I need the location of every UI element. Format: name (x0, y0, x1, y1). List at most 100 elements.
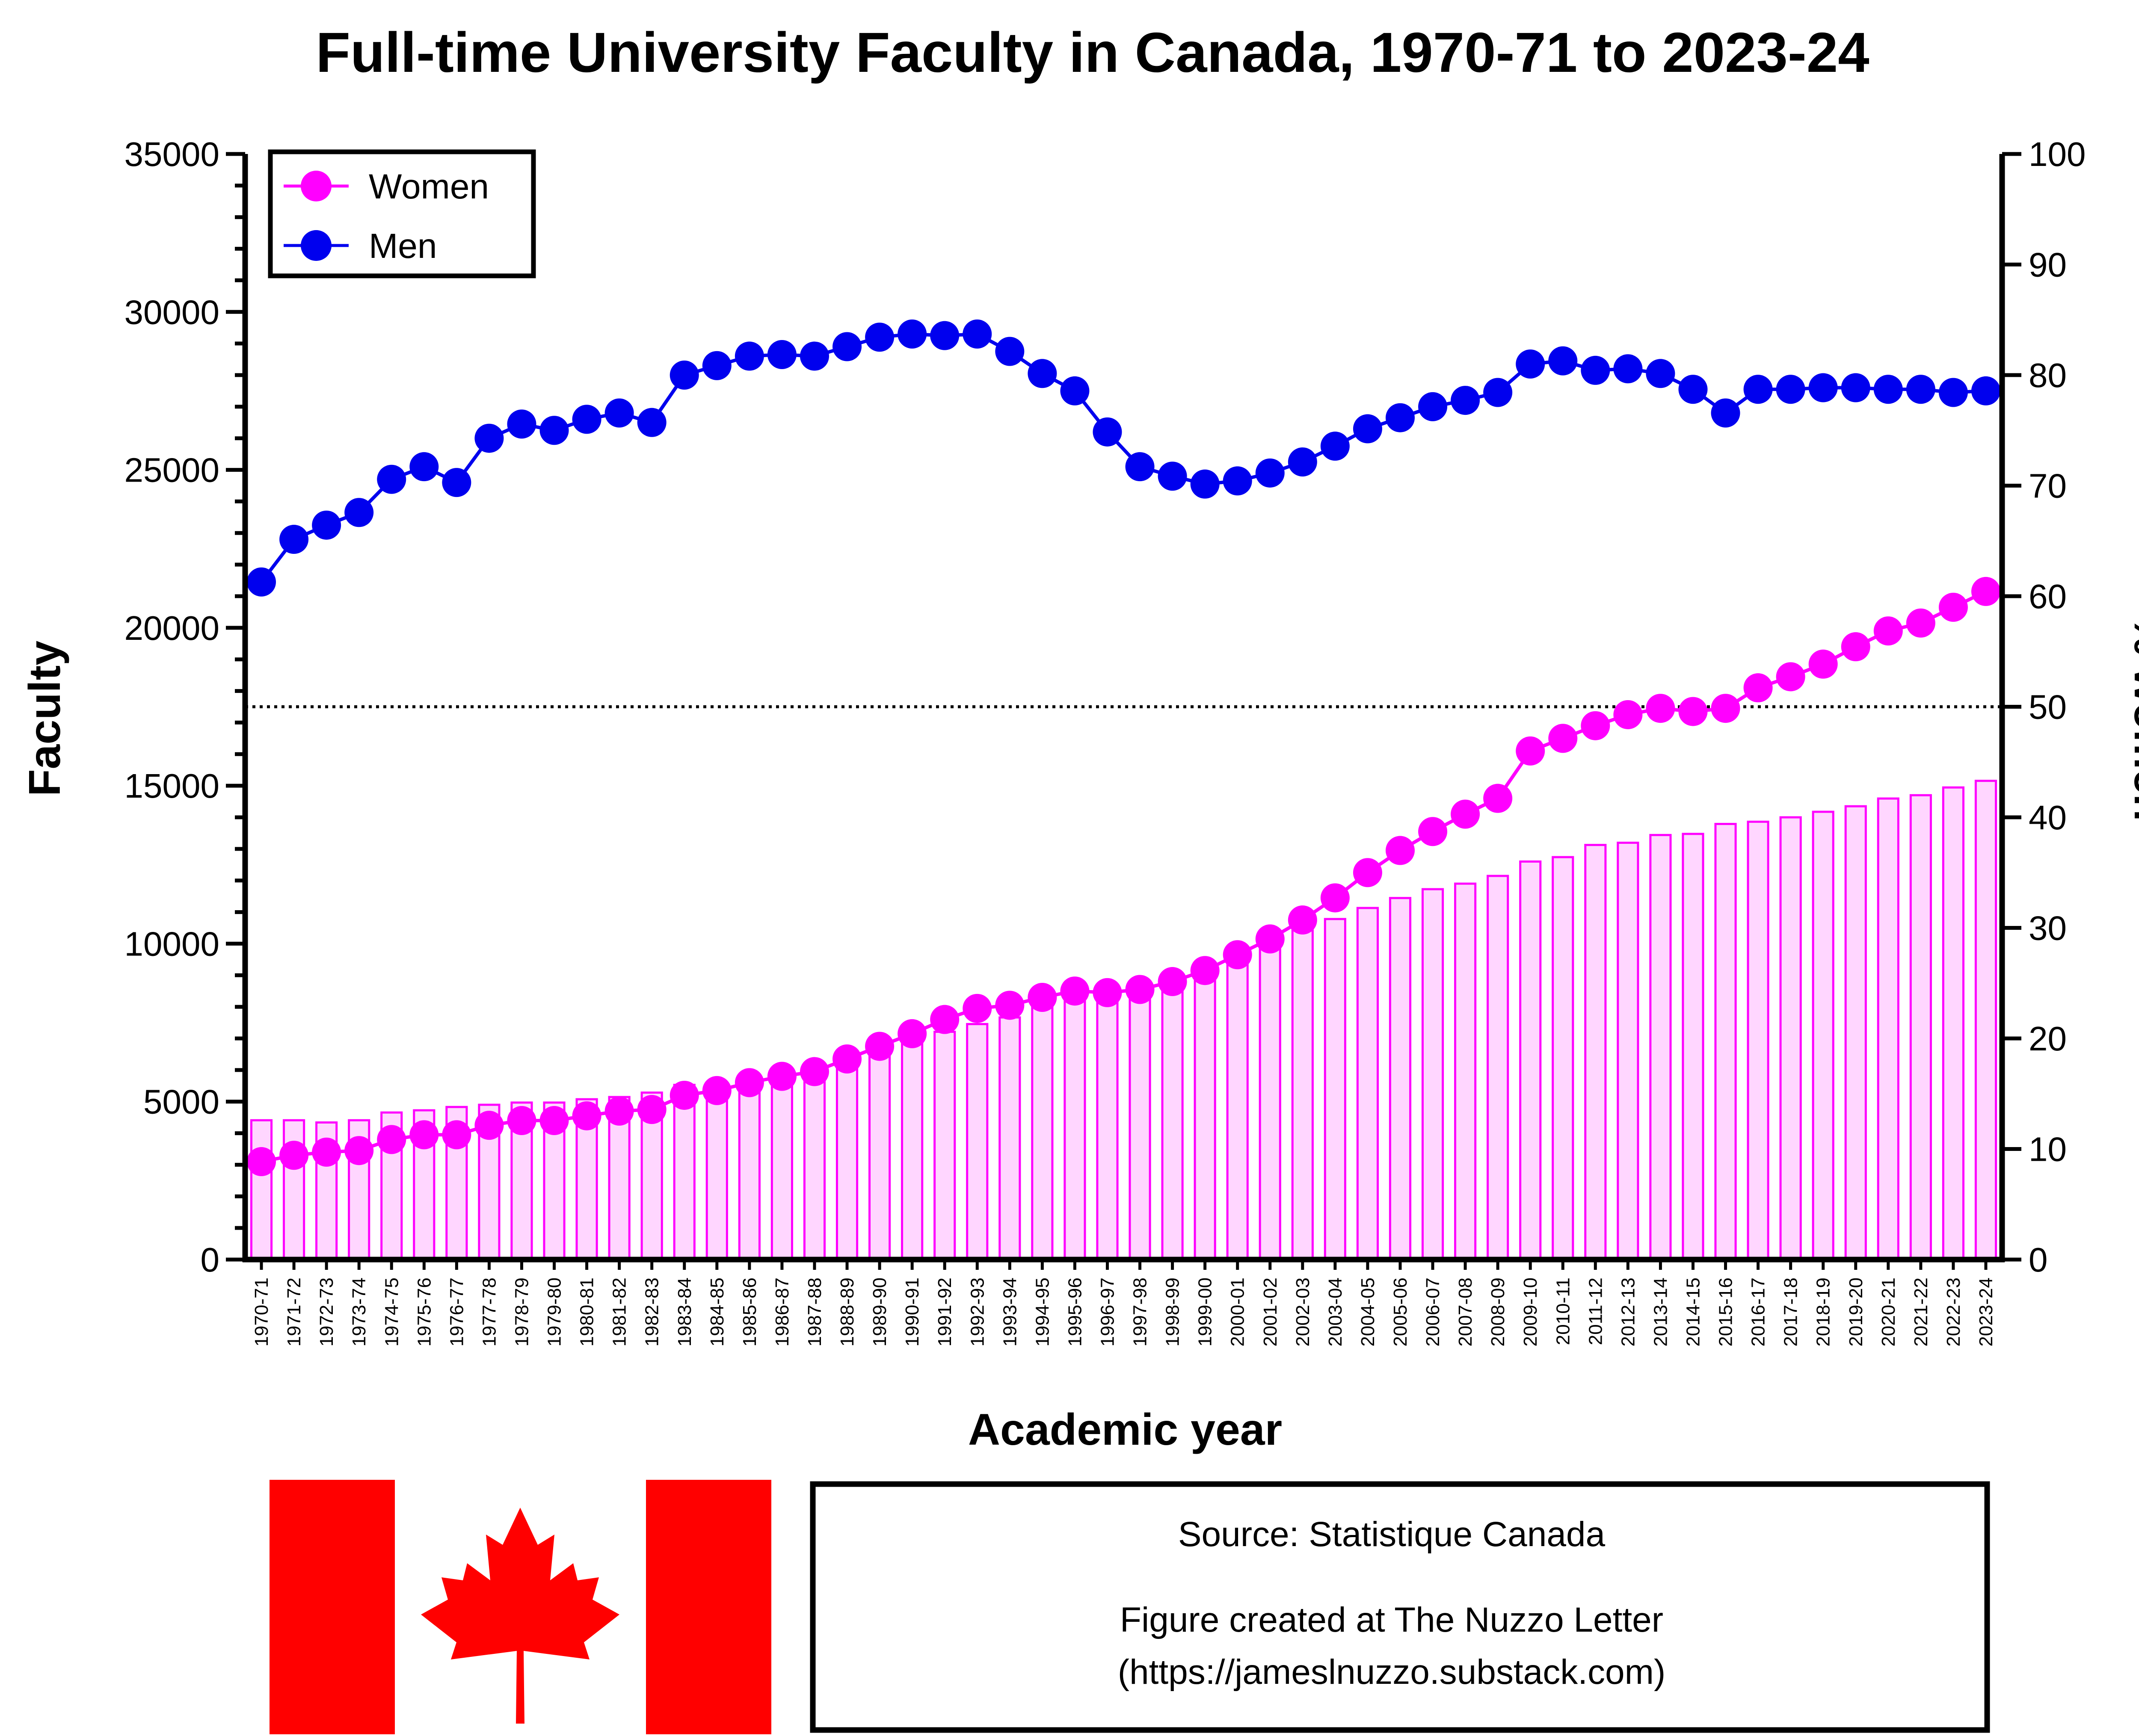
x-tick-label: 1995-96 (1064, 1278, 1085, 1346)
x-tick-label: 2005-06 (1390, 1278, 1411, 1346)
x-tick-label: 1981-82 (609, 1278, 630, 1346)
bar-2019-20 (1844, 805, 1867, 1261)
men-point-1980-81 (572, 405, 601, 434)
men-point-1978-79 (507, 409, 536, 439)
men-point-1971-72 (279, 525, 309, 554)
y-tick-label-left: 25000 (124, 451, 219, 489)
women-point-2010-11 (1548, 724, 1578, 753)
source-box-frame (810, 1481, 1990, 1733)
women-point-1972-73 (312, 1137, 341, 1167)
men-point-2006-07 (1418, 392, 1448, 421)
men-point-2008-09 (1483, 378, 1513, 407)
women-point-1988-89 (832, 1044, 862, 1074)
x-tick-label: 1987-88 (804, 1278, 825, 1346)
y-tick-label-left: 35000 (124, 135, 219, 173)
x-tick-label: 2007-08 (1455, 1278, 1476, 1346)
x-tick-label: 2009-10 (1520, 1278, 1541, 1346)
x-tick-label: 1989-90 (869, 1278, 890, 1346)
bar-2001-02 (1259, 935, 1281, 1261)
x-tick-label: 1971-72 (284, 1278, 305, 1346)
women-point-1990-91 (898, 1019, 927, 1048)
men-point-1983-84 (670, 361, 699, 390)
x-tick-label: 1988-89 (837, 1278, 858, 1346)
men-point-1990-91 (898, 319, 927, 349)
bar-2000-01 (1226, 950, 1249, 1261)
x-ticks: 1970-71 1971-72 1972-73 1973-74 1974-75 1975-… (251, 1260, 1997, 1346)
y-tick-label-right: 50 (2029, 688, 2067, 726)
men-point-1996-97 (1093, 417, 1122, 447)
women-point-1974-75 (377, 1125, 406, 1154)
bar-1998-99 (1161, 972, 1184, 1261)
men-point-1992-93 (963, 319, 992, 349)
bar-2008-09 (1487, 875, 1509, 1261)
women-point-1975-76 (409, 1120, 439, 1150)
women-point-2011-12 (1581, 711, 1610, 740)
bar-2013-14 (1649, 834, 1672, 1261)
men-point-1973-74 (344, 498, 374, 527)
women-point-1970-71 (247, 1147, 276, 1177)
bar-2004-05 (1356, 907, 1379, 1261)
women-point-2013-14 (1646, 694, 1675, 723)
women-point-2016-17 (1743, 673, 1773, 703)
bar-2007-08 (1454, 882, 1477, 1261)
flag-left-band (270, 1480, 395, 1734)
legend-women-label: Women (369, 167, 489, 206)
women-point-1985-86 (735, 1068, 764, 1097)
women-point-2001-02 (1255, 924, 1285, 954)
x-tick-label: 1982-83 (642, 1278, 663, 1346)
x-tick-label: 1996-97 (1097, 1278, 1118, 1346)
credit-url-text: (https://jameslnuzzo.substack.com) (1118, 1653, 1666, 1692)
men-point-2019-20 (1841, 373, 1870, 402)
bar-1992-93 (966, 1023, 989, 1261)
men-point-2010-11 (1548, 346, 1578, 376)
men-point-1977-78 (474, 423, 504, 453)
men-point-1975-76 (409, 452, 439, 482)
bar-2010-11 (1552, 856, 1574, 1261)
men-point-1970-71 (247, 567, 276, 597)
women-point-1986-87 (767, 1062, 797, 1091)
credit-text: Figure created at The Nuzzo Letter (1120, 1600, 1663, 1639)
men-point-1988-89 (832, 332, 862, 361)
canada-flag-icon (270, 1480, 771, 1734)
x-tick-label: 1993-94 (999, 1278, 1020, 1346)
women-point-2003-04 (1320, 883, 1350, 913)
bar-2014-15 (1682, 833, 1704, 1261)
y-ticks-left: 0 5000 10000 15000 20000 25000 30000 35000 (124, 135, 245, 1279)
series-lines (247, 319, 2000, 1177)
women-point-1994-95 (1028, 982, 1057, 1012)
x-tick-label: 1985-86 (739, 1278, 760, 1346)
x-tick-label: 1970-71 (251, 1278, 272, 1346)
x-tick-label: 2018-19 (1813, 1278, 1834, 1346)
x-tick-label: 2017-18 (1781, 1278, 1801, 1346)
men-point-2001-02 (1255, 458, 1285, 488)
x-tick-label: 2014-15 (1683, 1278, 1703, 1346)
men-point-2009-10 (1516, 349, 1545, 379)
x-tick-label: 1992-93 (967, 1278, 988, 1346)
bar-2012-13 (1617, 841, 1639, 1261)
women-point-1978-79 (507, 1106, 536, 1136)
women-point-1971-72 (279, 1141, 309, 1170)
axes (242, 154, 2005, 1263)
men-point-2020-21 (1873, 375, 1903, 404)
bar-2003-04 (1324, 918, 1346, 1261)
women-point-2014-15 (1678, 697, 1708, 726)
women-point-2015-16 (1711, 694, 1740, 723)
x-tick-label: 1984-85 (707, 1278, 728, 1346)
women-point-1987-88 (800, 1057, 829, 1086)
flag-right-band (646, 1480, 771, 1734)
x-tick-label: 1975-76 (414, 1278, 435, 1346)
x-tick-label: 2006-07 (1422, 1278, 1443, 1346)
women-point-2023-24 (1971, 577, 2000, 606)
men-point-2011-12 (1581, 355, 1610, 385)
men-point-2012-13 (1613, 354, 1643, 384)
y-tick-label-right: 30 (2029, 909, 2067, 947)
women-point-1984-85 (702, 1076, 732, 1105)
bar-1990-91 (901, 1041, 924, 1261)
women-point-2017-18 (1776, 662, 1805, 692)
women-point-1973-74 (344, 1136, 374, 1165)
bar-1995-96 (1064, 997, 1086, 1261)
men-point-2005-06 (1385, 403, 1415, 432)
men-line (260, 332, 1986, 583)
x-tick-label: 2012-13 (1618, 1278, 1638, 1346)
source-text: Source: Statistique Canada (1178, 1515, 1606, 1554)
